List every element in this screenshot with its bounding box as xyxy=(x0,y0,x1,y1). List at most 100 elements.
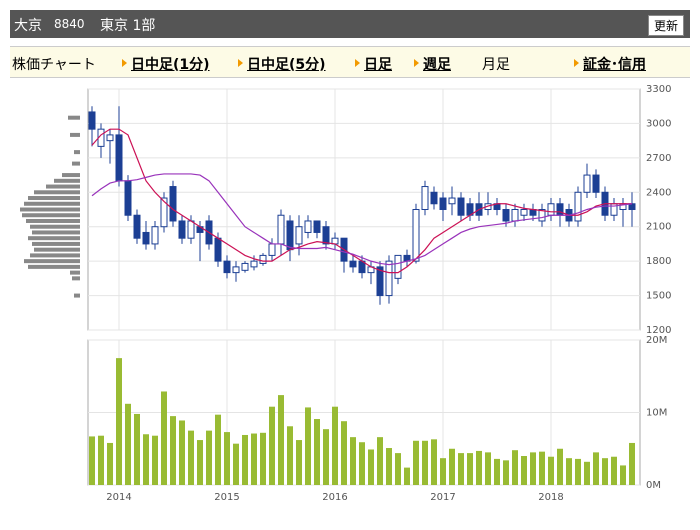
candle-body xyxy=(376,266,384,297)
volume-bar xyxy=(296,440,302,485)
candle-body xyxy=(214,237,222,262)
stock-name: 大京 xyxy=(14,18,42,34)
y-tick-label: 3300 xyxy=(646,84,671,95)
y-tick-label: 3000 xyxy=(646,118,671,129)
volume-bar xyxy=(575,458,581,485)
volume-bar xyxy=(251,433,257,485)
candle-body xyxy=(457,197,465,216)
profile-bar xyxy=(30,224,80,229)
volume-bar xyxy=(512,450,518,485)
profile-bar xyxy=(34,247,80,252)
candle-body xyxy=(538,209,546,222)
moving-average xyxy=(91,128,632,274)
candle-body xyxy=(142,231,150,245)
tab-link[interactable]: 日足 xyxy=(355,54,392,74)
tab-link[interactable]: 日中足(5分) xyxy=(238,54,326,74)
profile-bar xyxy=(32,241,80,246)
candle-body xyxy=(286,220,294,251)
volume-bar xyxy=(242,434,248,485)
candle-body xyxy=(313,220,321,233)
candle-body xyxy=(169,186,177,222)
candle-body xyxy=(448,197,456,205)
moving-average xyxy=(91,173,633,266)
profile-bar xyxy=(24,201,80,206)
profile-bar xyxy=(26,218,80,223)
candle-body xyxy=(511,209,519,222)
candle-body xyxy=(232,266,240,274)
candle-body xyxy=(223,260,231,274)
volume-bar xyxy=(449,448,455,485)
volume-bar xyxy=(593,452,599,485)
volume-bar xyxy=(170,416,176,485)
candle-body xyxy=(583,174,591,193)
candle-body xyxy=(556,203,564,216)
candle-body xyxy=(439,197,447,210)
y-tick-label: 1800 xyxy=(646,256,671,267)
profile-bar xyxy=(28,196,80,201)
x-tick-label: 2015 xyxy=(214,492,239,503)
profile-bar xyxy=(70,132,80,137)
candle-body xyxy=(412,209,420,262)
stock-code: 8840 xyxy=(54,17,85,31)
profile-bar xyxy=(54,178,80,183)
volume-bar xyxy=(287,426,293,485)
profile-bar xyxy=(74,293,80,298)
candle-body xyxy=(322,226,330,245)
volume-bar xyxy=(305,407,311,485)
profile-bar xyxy=(72,161,80,166)
volume-bar xyxy=(116,358,122,485)
tab-link[interactable]: 日中足(1分) xyxy=(122,54,210,74)
profile-bar xyxy=(22,213,80,218)
volume-bar xyxy=(431,439,437,485)
volume-bar xyxy=(197,440,203,485)
candle-body xyxy=(502,209,510,222)
volume-bar xyxy=(224,432,230,485)
x-tick-label: 2016 xyxy=(322,492,347,503)
candle-body xyxy=(178,220,186,239)
market: 東京 1部 xyxy=(100,18,156,34)
volume-bar xyxy=(260,432,266,485)
tab-link[interactable]: 証金･信用 xyxy=(574,54,646,74)
volume-bar xyxy=(188,430,194,485)
candle-body xyxy=(241,262,249,271)
candle-body xyxy=(250,260,258,268)
y-tick-label: 2400 xyxy=(646,187,671,198)
profile-bar xyxy=(68,115,80,120)
candle-body xyxy=(133,214,141,239)
candle-body xyxy=(547,203,555,216)
header: 大京 8840 東京 1部 更新 xyxy=(10,10,690,38)
volume-bar xyxy=(179,420,185,485)
volume-bar xyxy=(629,442,635,485)
y-tick-label: 0M xyxy=(646,480,661,491)
profile-bar xyxy=(72,276,80,281)
profile-bar xyxy=(24,259,80,264)
profile-bar xyxy=(32,230,80,235)
volume-bar xyxy=(98,435,104,485)
candle-body xyxy=(394,254,402,279)
volume-bar xyxy=(314,419,320,485)
candle-body xyxy=(295,226,303,245)
y-tick-label: 2700 xyxy=(646,153,671,164)
volume-bar xyxy=(503,460,509,485)
volume-bar xyxy=(485,452,491,485)
profile-bar xyxy=(34,190,80,195)
tab-link[interactable]: 週足 xyxy=(414,54,451,74)
y-tick-label: 20M xyxy=(646,335,667,346)
tab-label: 株価チャート xyxy=(12,57,96,73)
tab-current: 月足 xyxy=(482,57,510,73)
profile-bar xyxy=(20,207,80,212)
refresh-button[interactable]: 更新 xyxy=(647,15,684,36)
volume-bar xyxy=(476,450,482,485)
candle-body xyxy=(115,134,123,182)
candle-body xyxy=(304,220,312,233)
volume-bar xyxy=(404,467,410,485)
profile-bar xyxy=(28,236,80,241)
candle-body xyxy=(106,134,114,142)
volume-bar xyxy=(350,437,356,485)
volume-bar xyxy=(386,448,392,485)
volume-bar xyxy=(134,413,140,485)
candle-body xyxy=(430,191,438,205)
volume-bar xyxy=(359,442,365,485)
volume-bar xyxy=(161,391,167,485)
